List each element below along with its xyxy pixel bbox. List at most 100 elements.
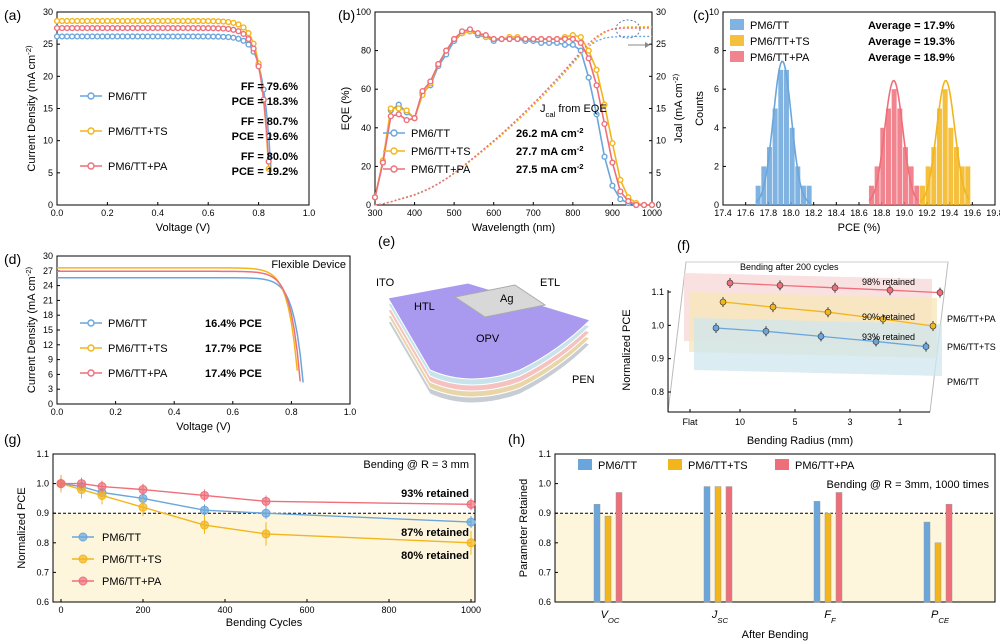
eqe-point-1 (403, 107, 410, 114)
eqe-point-2 (490, 35, 497, 43)
fit-curve-0 (755, 60, 811, 204)
data-point-1 (245, 30, 252, 37)
series-plane-2 (694, 318, 942, 376)
hist-bar-2 (885, 108, 891, 205)
legend-label-2: PM6/TT+PA (795, 460, 855, 472)
hist-bar-1 (953, 147, 959, 205)
y-tick-label: 0.8 (651, 387, 664, 397)
eqe-point-2 (514, 35, 521, 43)
y-axis-label: EQE (%) (340, 87, 352, 130)
legend-label-1: PM6/TT+TS (688, 460, 748, 472)
legend-label-1: PM6/TT+TS (750, 36, 810, 48)
highlight-ellipse (615, 19, 641, 39)
data-point-0 (159, 33, 166, 40)
layer-4 (387, 282, 591, 380)
x-tick-label: 18.8 (873, 208, 891, 218)
data-point-0 (69, 33, 76, 40)
jsc-value-1: 27.7 mA cm-2 (516, 144, 584, 159)
data-point-2 (265, 158, 272, 165)
series-line-1 (57, 267, 299, 371)
data-point-1 (210, 18, 217, 25)
data-point-1 (149, 17, 156, 25)
y-tick-label: 0.9 (538, 508, 551, 518)
data-point-2 (129, 24, 136, 32)
x-axis-label: After Bending (742, 629, 809, 641)
data-point-2 (762, 327, 770, 335)
eqe-point-2 (585, 55, 592, 62)
eqe-point-2 (379, 159, 387, 166)
data-point-1 (174, 17, 182, 25)
data-point-1 (69, 17, 76, 25)
y-tick-label: 0.7 (538, 567, 551, 577)
y-tick-label: 0 (366, 200, 371, 210)
eqe-point-1 (593, 66, 600, 74)
device-note: Flexible Device (271, 259, 346, 271)
data-point-0 (195, 33, 202, 40)
data-point-1 (769, 303, 777, 311)
panel-e: (e) ITO HTL Ag ETL OPV PEN (376, 233, 595, 404)
x-tick-label: 17.4 (714, 208, 732, 218)
data-point-2 (215, 25, 222, 32)
legend-marker-2 (78, 576, 88, 586)
hist-bar-1 (942, 89, 948, 205)
eqe-point-2 (601, 120, 608, 128)
eqe-point-1 (395, 105, 402, 112)
data-point-2 (119, 24, 126, 32)
panel-label: (h) (508, 431, 525, 447)
x-tick-label: 600 (299, 605, 314, 615)
eqe-point-2 (593, 82, 600, 89)
data-point-0 (169, 33, 177, 40)
legend-swatch-2 (775, 459, 789, 470)
data-point-0 (129, 33, 136, 40)
data-point-0 (726, 279, 734, 287)
hist-bar-2 (874, 166, 880, 205)
panel-b: (b)300 400 500 600 700 800 900 1000020406080100… (338, 7, 685, 234)
eqe-point-1 (577, 33, 584, 41)
data-point-1 (184, 17, 192, 25)
bar-0 (813, 501, 821, 603)
y-tick-label: 1.1 (36, 449, 49, 459)
eqe-point-2 (553, 35, 561, 43)
data-point-1 (159, 17, 166, 25)
eqe-line-1 (374, 30, 652, 206)
data-point-1 (129, 17, 136, 25)
layer-label-pen: PEN (572, 374, 595, 386)
data-point-1 (99, 17, 106, 25)
series-label-2: PM6/TT (947, 377, 980, 387)
x-tick-label: 18.0 (782, 208, 800, 218)
eqe-point-2 (419, 88, 426, 95)
data-point-1 (220, 18, 227, 25)
fit-curve-1 (919, 79, 970, 203)
eqe-point-2 (474, 30, 481, 37)
eqe-point-2 (411, 115, 418, 122)
data-point-2 (169, 24, 177, 32)
ff-value-2: FF = 80.0% (241, 151, 298, 163)
y-tick-label: 0 (714, 200, 719, 210)
data-point-0 (205, 33, 212, 40)
x-tick-label: 800 (381, 605, 396, 615)
bar-2 (835, 492, 843, 603)
data-point-2 (922, 343, 930, 350)
data-point-0 (144, 33, 151, 40)
jsc-value-0: 26.2 mA cm-2 (516, 126, 584, 141)
hist-bar-2 (902, 147, 908, 205)
data-point-2 (114, 24, 121, 32)
bar-1 (824, 512, 832, 603)
y-tick-label: 15 (43, 325, 53, 335)
y-tick-label: 30 (656, 7, 666, 17)
y-tick-label: 5 (48, 168, 53, 178)
x-tick-label: 200 (135, 605, 150, 615)
eqe-point-2 (546, 35, 553, 43)
data-point-1 (189, 17, 197, 25)
x-tick-label: 19.4 (941, 208, 959, 218)
data-point-2 (261, 496, 271, 506)
average-0: Average = 17.9% (868, 20, 955, 32)
x-tick-label: 18.4 (828, 208, 846, 218)
legend-2-marker (87, 369, 95, 377)
hist-bar-0 (795, 166, 801, 205)
eqe-point-2 (443, 47, 450, 54)
data-point-2 (56, 479, 66, 489)
bar-1 (714, 486, 722, 603)
retained-2: 93% retained (401, 488, 469, 500)
